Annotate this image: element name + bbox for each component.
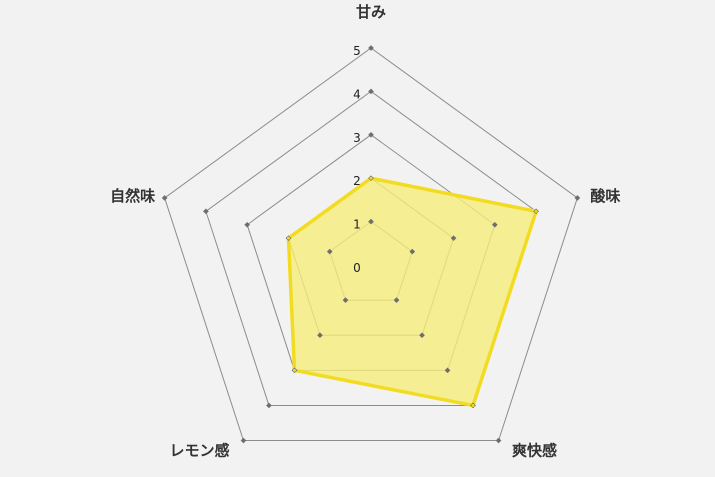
grid-marker — [495, 437, 502, 444]
tick-label-4: 4 — [353, 87, 361, 101]
tick-label-0: 0 — [353, 261, 361, 275]
data-point-1 — [534, 209, 538, 213]
grid-marker — [419, 332, 425, 339]
category-label-0: 甘み — [356, 3, 386, 21]
data-point-4 — [286, 236, 290, 240]
grid-marker — [203, 208, 209, 215]
grid-marker — [161, 195, 168, 201]
tick-label-1: 1 — [353, 218, 361, 232]
grid-marker — [240, 437, 247, 444]
data-point-2 — [471, 403, 475, 407]
grid-marker — [368, 88, 374, 95]
grid-marker — [342, 297, 349, 303]
grid-marker — [317, 332, 323, 339]
data-point-0 — [369, 176, 373, 180]
grid-marker — [450, 235, 457, 242]
grid-marker — [266, 402, 272, 409]
category-label-4: 自然味 — [110, 187, 155, 205]
grid-marker — [409, 248, 416, 255]
grid-ring-4 — [205, 90, 537, 406]
grid-marker — [491, 221, 498, 228]
category-label-1: 酸味 — [590, 187, 620, 205]
data-series-area — [286, 176, 538, 408]
grid-marker — [574, 195, 581, 201]
data-point-3 — [292, 368, 296, 372]
category-label-3: レモン感 — [169, 442, 229, 460]
grid-marker — [393, 297, 400, 303]
grid-marker — [368, 218, 374, 225]
grid-ring-5 — [164, 47, 578, 442]
tick-label-2: 2 — [353, 174, 361, 188]
grid-marker — [244, 221, 251, 228]
tick-label-3: 3 — [353, 131, 361, 145]
grid-marker — [368, 131, 374, 138]
tick-label-5: 5 — [353, 44, 361, 58]
category-label-2: 爽快感 — [512, 442, 557, 460]
grid-marker — [326, 248, 333, 255]
grid-marker — [444, 367, 451, 374]
